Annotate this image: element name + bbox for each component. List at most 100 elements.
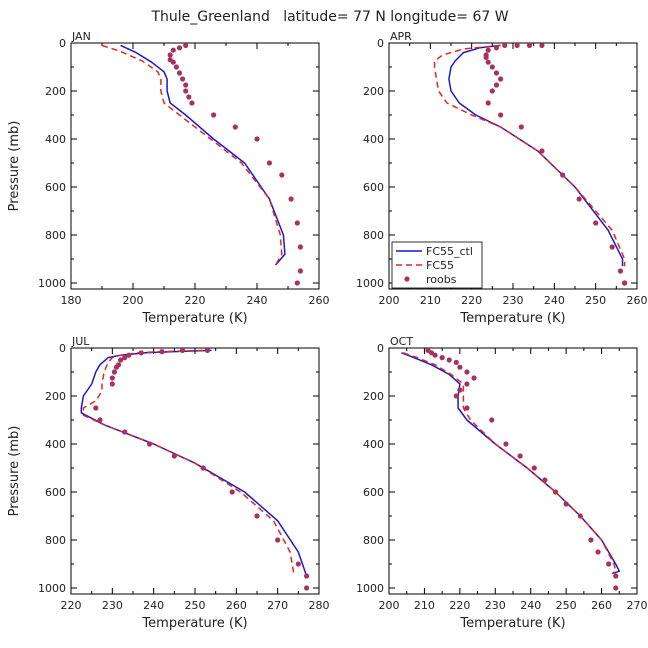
x-tick-label: 250 — [585, 294, 606, 307]
roobs-point — [485, 59, 491, 65]
y-tick-label: 400 — [45, 133, 66, 146]
legend-label: roobs — [426, 273, 457, 286]
roobs-point — [97, 417, 103, 423]
y-tick-label: 600 — [363, 181, 384, 194]
y-tick-label: 0 — [59, 342, 66, 355]
roobs-point — [464, 405, 470, 411]
roobs-point — [122, 355, 128, 361]
roobs-point — [294, 280, 300, 286]
x-tick-label: 210 — [420, 294, 441, 307]
roobs-point — [118, 357, 124, 363]
roobs-point — [464, 381, 470, 387]
panel-oct: 200 210 220 230 240 250 260 270 0 200 400 600 800 100… — [356, 335, 648, 631]
roobs-point — [295, 561, 301, 567]
y-axis-label: Pressure (mb) — [7, 121, 22, 212]
roobs-point — [539, 43, 545, 48]
roobs-point — [560, 172, 566, 178]
x-axis-label: Temperature (K) — [141, 311, 247, 326]
roobs-point — [453, 359, 459, 365]
roobs-point — [304, 573, 310, 579]
y-tick-label: 0 — [377, 342, 384, 355]
x-tick-label: 240 — [143, 599, 164, 612]
roobs-point — [518, 124, 524, 130]
roobs-point — [126, 352, 132, 358]
x-tick-label: 220 — [461, 294, 482, 307]
fc55-line — [433, 44, 626, 267]
roobs-point — [186, 94, 192, 100]
panel-title: JUL — [71, 335, 90, 348]
plot-data — [101, 43, 303, 286]
legend-marker-roobs — [404, 276, 410, 282]
x-tick-label: 220 — [185, 294, 206, 307]
roobs-point — [613, 573, 619, 579]
x-tick-label: 230 — [485, 599, 506, 612]
roobs-point — [211, 112, 217, 118]
plot-data — [80, 348, 310, 591]
roobs-point — [613, 585, 619, 591]
roobs-point — [552, 489, 559, 495]
roobs-point — [113, 364, 120, 370]
roobs-point — [588, 537, 594, 543]
panel-jan: 180 200 220 240 260 0 200 400 600 800 1000 Temperat… — [7, 30, 330, 326]
legend-label: FC55_ctl — [426, 245, 473, 258]
y-tick-label: 1000 — [356, 277, 384, 290]
x-tick-label: 200 — [379, 294, 400, 307]
x-axis-label: Temperature (K) — [459, 616, 565, 631]
x-tick-label: 210 — [414, 599, 435, 612]
roobs-point — [171, 453, 177, 459]
roobs-point — [180, 76, 186, 82]
roobs-point — [493, 82, 500, 88]
roobs-point — [183, 43, 189, 48]
x-tick-label: 280 — [309, 599, 330, 612]
fc55-line — [402, 352, 617, 575]
roobs-point — [275, 537, 281, 543]
x-tick-label: 260 — [309, 294, 330, 307]
roobs-point — [606, 561, 612, 567]
y-tick-label: 400 — [45, 438, 66, 451]
y-tick-label: 600 — [45, 181, 66, 194]
y-tick-label: 1000 — [38, 582, 66, 595]
roobs-point — [146, 441, 153, 447]
fc55-ctl-line — [80, 349, 308, 577]
roobs-point — [159, 349, 165, 355]
roobs-point — [173, 64, 179, 70]
roobs-point — [279, 172, 285, 178]
roobs-point — [502, 43, 508, 48]
y-tick-label: 0 — [377, 37, 384, 50]
x-axis-label: Temperature (K) — [459, 311, 565, 326]
y-tick-label: 1000 — [356, 582, 384, 595]
roobs-point — [471, 375, 477, 381]
legend-label: FC55 — [426, 259, 454, 272]
panel-jul: 220 230 240 250 260 270 280 0 200 400 600 800 1000 Te… — [7, 335, 330, 631]
roobs-point — [489, 417, 495, 423]
roobs-point — [200, 465, 206, 471]
roobs-point — [304, 585, 310, 591]
roobs-point — [294, 220, 300, 226]
roobs-point — [176, 70, 183, 76]
roobs-point — [189, 100, 195, 106]
fc55-line — [82, 349, 295, 577]
roobs-point — [563, 501, 569, 507]
x-tick-label: 260 — [627, 294, 648, 307]
y-tick-label: 600 — [363, 486, 384, 499]
y-tick-label: 400 — [363, 438, 384, 451]
roobs-point — [254, 136, 260, 142]
roobs-point — [457, 364, 463, 370]
roobs-point — [122, 429, 128, 435]
x-axis-label: Temperature (K) — [141, 616, 247, 631]
plot-frame — [70, 347, 320, 595]
plot-frame — [388, 347, 638, 595]
y-tick-label: 800 — [363, 229, 384, 242]
roobs-point — [617, 268, 624, 274]
x-tick-label: 240 — [544, 294, 565, 307]
y-tick-label: 400 — [363, 133, 384, 146]
y-tick-label: 1000 — [38, 277, 66, 290]
roobs-point — [457, 387, 463, 393]
y-tick-label: 0 — [59, 37, 66, 50]
roobs-point — [498, 112, 504, 118]
roobs-point — [138, 350, 144, 356]
roobs-point — [176, 45, 183, 51]
roobs-point — [526, 43, 533, 48]
